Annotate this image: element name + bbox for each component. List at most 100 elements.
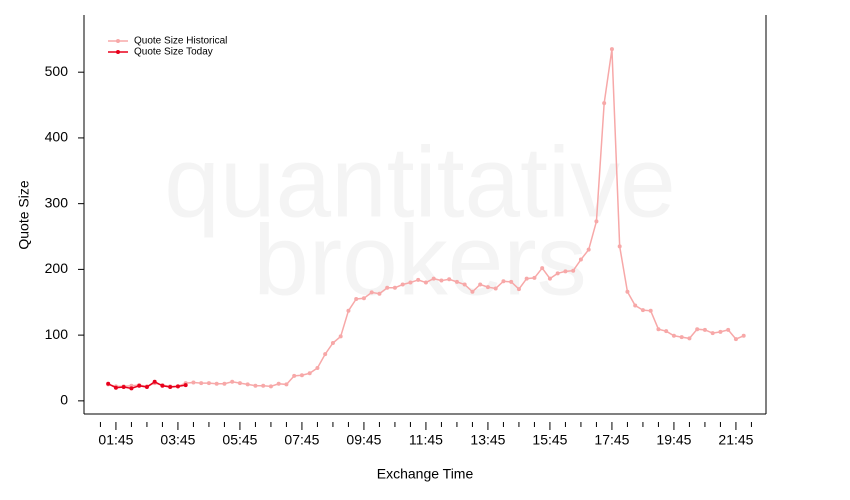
data-point <box>408 280 413 285</box>
data-point <box>462 282 467 287</box>
data-point <box>361 296 366 301</box>
data-point <box>377 291 382 296</box>
data-point <box>671 333 676 338</box>
data-point <box>230 379 235 384</box>
data-point <box>687 336 692 341</box>
x-tick-label: 03:45 <box>160 432 195 448</box>
data-point <box>214 381 219 386</box>
data-point <box>168 385 173 390</box>
data-point <box>369 290 374 295</box>
legend-marker <box>116 39 120 43</box>
data-point <box>416 277 421 282</box>
x-tick-label: 15:45 <box>532 432 567 448</box>
data-point <box>547 276 552 281</box>
data-point <box>222 381 227 386</box>
x-axis-title: Exchange Time <box>377 466 474 482</box>
data-point <box>578 257 583 262</box>
x-tick-label: 01:45 <box>98 432 133 448</box>
data-point <box>586 247 591 252</box>
x-tick-label: 05:45 <box>222 432 257 448</box>
data-point <box>315 365 320 370</box>
data-point <box>431 276 436 281</box>
data-point <box>633 303 638 308</box>
y-axis-title: Quote Size <box>16 180 32 249</box>
data-point <box>532 275 537 280</box>
x-tick-label: 21:45 <box>718 432 753 448</box>
x-tick-label: 19:45 <box>656 432 691 448</box>
data-point <box>741 333 746 338</box>
data-point <box>501 279 506 284</box>
data-point <box>299 373 304 378</box>
legend-label: Quote Size Historical <box>134 36 227 47</box>
data-point <box>454 279 459 284</box>
data-point <box>540 266 545 271</box>
data-point <box>640 308 645 313</box>
data-point <box>113 385 118 390</box>
data-point <box>594 219 599 224</box>
x-tick-label: 17:45 <box>594 432 629 448</box>
legend-marker <box>116 50 120 54</box>
data-point <box>392 285 397 290</box>
x-tick-label: 13:45 <box>470 432 505 448</box>
data-point <box>307 371 312 376</box>
y-tick-label: 400 <box>45 129 69 145</box>
data-point <box>206 381 211 386</box>
data-point <box>268 384 273 389</box>
y-tick-label: 200 <box>45 260 69 276</box>
x-tick-label: 07:45 <box>284 432 319 448</box>
data-point <box>253 383 258 388</box>
data-point <box>509 279 514 284</box>
legend-label: Quote Size Today <box>134 47 213 58</box>
data-point <box>524 276 529 281</box>
data-point <box>733 337 738 342</box>
data-point <box>656 327 661 332</box>
data-point <box>245 382 250 387</box>
data-point <box>563 269 568 274</box>
data-point <box>609 47 614 52</box>
data-point <box>354 296 359 301</box>
data-point <box>121 385 126 390</box>
data-point <box>175 384 180 389</box>
data-point <box>516 287 521 292</box>
watermark: quantitative brokers <box>164 126 675 316</box>
data-point <box>191 380 196 385</box>
y-tick-label: 100 <box>45 326 69 342</box>
data-point <box>478 282 483 287</box>
data-point <box>152 379 157 384</box>
data-point <box>199 381 204 386</box>
data-point <box>276 381 281 386</box>
data-point <box>292 373 297 378</box>
data-point <box>330 341 335 346</box>
data-point <box>602 101 607 106</box>
data-point <box>385 285 390 290</box>
data-point <box>129 386 134 391</box>
data-point <box>679 335 684 340</box>
data-point <box>237 381 242 386</box>
data-point <box>284 382 289 387</box>
x-tick-label: 09:45 <box>346 432 381 448</box>
data-point <box>695 327 700 332</box>
data-point <box>718 329 723 334</box>
data-point <box>710 331 715 336</box>
data-point <box>571 268 576 273</box>
data-point <box>160 383 165 388</box>
watermark-text: quantitative <box>164 126 675 238</box>
y-tick-label: 300 <box>45 194 69 210</box>
data-point <box>261 383 266 388</box>
x-tick-label: 11:45 <box>409 432 443 448</box>
data-point <box>346 308 351 313</box>
data-point <box>726 327 731 332</box>
data-point <box>555 271 560 276</box>
data-point <box>338 334 343 339</box>
data-point <box>648 308 653 313</box>
data-point <box>447 277 452 282</box>
data-point <box>485 285 490 290</box>
data-point <box>400 282 405 287</box>
data-point <box>470 289 475 294</box>
data-point <box>493 286 498 291</box>
data-point <box>106 381 111 386</box>
data-point <box>137 383 142 388</box>
data-point <box>423 280 428 285</box>
data-point <box>183 383 188 388</box>
